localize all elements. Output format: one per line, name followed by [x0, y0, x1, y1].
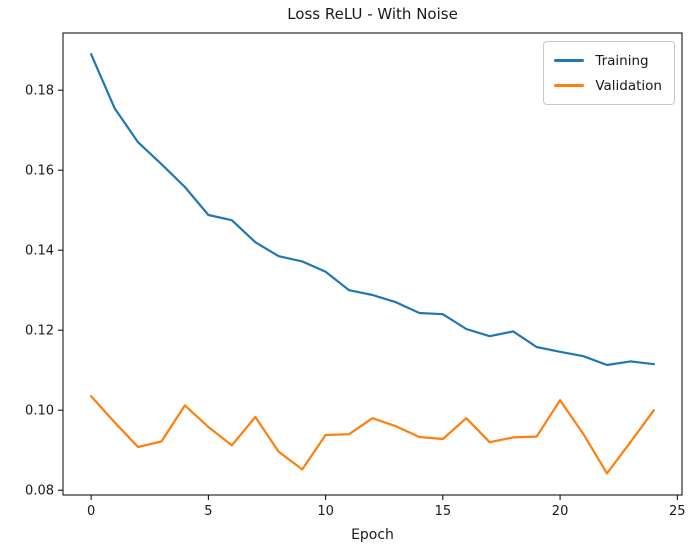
- y-tick-label: 0.18: [25, 84, 54, 99]
- chart-title: Loss ReLU - With Noise: [287, 5, 458, 23]
- y-tick-label: 0.08: [25, 484, 54, 499]
- x-tick-label: 20: [552, 504, 569, 519]
- x-tick-label: 5: [204, 504, 212, 519]
- x-tick-label: 15: [435, 504, 452, 519]
- legend-label-training: Training: [595, 52, 649, 69]
- legend-item-training: Training: [554, 48, 662, 73]
- legend-item-validation: Validation: [554, 73, 662, 98]
- plot-border: [62, 32, 683, 496]
- legend: Training Validation: [543, 41, 675, 105]
- validation-line-swatch: [554, 84, 585, 87]
- y-tick-label: 0.12: [25, 324, 54, 339]
- x-tick-label: 0: [87, 504, 95, 519]
- y-tick-label: 0.16: [25, 164, 54, 179]
- y-tick-label: 0.14: [25, 244, 54, 259]
- training-line-swatch: [554, 59, 585, 62]
- validation-line: [89, 395, 656, 475]
- training-line: [89, 53, 656, 367]
- x-axis-label: Epoch: [351, 527, 394, 543]
- x-tick-label: 25: [669, 504, 686, 519]
- y-tick-label: 0.10: [25, 404, 54, 419]
- legend-label-validation: Validation: [595, 77, 662, 94]
- x-tick-label: 10: [317, 504, 334, 519]
